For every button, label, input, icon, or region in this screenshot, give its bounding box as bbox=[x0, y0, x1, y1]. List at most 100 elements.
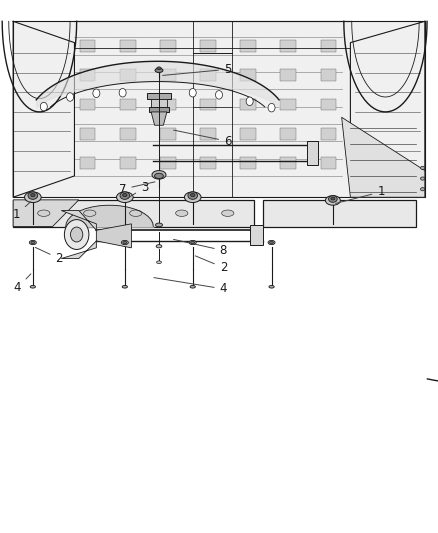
Text: 6: 6 bbox=[173, 130, 232, 148]
Circle shape bbox=[215, 91, 223, 99]
Ellipse shape bbox=[328, 196, 337, 203]
Bar bbox=[80, 99, 95, 110]
Polygon shape bbox=[61, 211, 96, 230]
Bar bbox=[321, 157, 336, 169]
Bar bbox=[160, 69, 176, 81]
Bar bbox=[147, 93, 171, 99]
Circle shape bbox=[93, 89, 100, 98]
Ellipse shape bbox=[155, 173, 163, 179]
Circle shape bbox=[40, 102, 47, 111]
Text: 1: 1 bbox=[13, 201, 31, 221]
Ellipse shape bbox=[157, 67, 161, 69]
Bar bbox=[280, 69, 296, 81]
Ellipse shape bbox=[38, 210, 50, 216]
Bar bbox=[321, 128, 336, 140]
Ellipse shape bbox=[331, 197, 335, 200]
Bar bbox=[200, 69, 216, 81]
Ellipse shape bbox=[269, 286, 274, 288]
Bar bbox=[200, 40, 216, 52]
Bar bbox=[160, 128, 176, 140]
Bar bbox=[200, 99, 216, 110]
Circle shape bbox=[268, 103, 275, 112]
Ellipse shape bbox=[84, 210, 96, 216]
Ellipse shape bbox=[156, 245, 162, 248]
Text: 3: 3 bbox=[127, 181, 148, 198]
Ellipse shape bbox=[269, 241, 273, 244]
Bar bbox=[160, 157, 176, 169]
Bar bbox=[280, 40, 296, 52]
Bar bbox=[120, 157, 136, 169]
Bar bbox=[280, 128, 296, 140]
Ellipse shape bbox=[29, 240, 36, 245]
Text: 2: 2 bbox=[195, 256, 227, 274]
Circle shape bbox=[189, 88, 196, 97]
Polygon shape bbox=[13, 21, 425, 197]
Ellipse shape bbox=[222, 210, 234, 216]
Polygon shape bbox=[151, 112, 167, 125]
Ellipse shape bbox=[268, 240, 275, 245]
Polygon shape bbox=[342, 117, 425, 197]
Ellipse shape bbox=[325, 196, 340, 205]
Bar bbox=[120, 40, 136, 52]
Text: 2: 2 bbox=[35, 247, 63, 265]
Bar bbox=[280, 99, 296, 110]
Bar bbox=[151, 99, 167, 108]
Circle shape bbox=[67, 93, 74, 101]
Ellipse shape bbox=[420, 177, 425, 180]
Bar bbox=[120, 69, 136, 81]
Bar bbox=[200, 157, 216, 169]
Bar bbox=[149, 107, 169, 112]
Bar bbox=[250, 225, 263, 245]
Ellipse shape bbox=[31, 193, 35, 197]
Circle shape bbox=[119, 88, 126, 97]
Ellipse shape bbox=[188, 192, 198, 199]
Ellipse shape bbox=[28, 192, 38, 199]
Ellipse shape bbox=[191, 193, 195, 197]
Polygon shape bbox=[13, 200, 79, 227]
Ellipse shape bbox=[123, 193, 127, 197]
Ellipse shape bbox=[123, 241, 127, 244]
Bar bbox=[240, 40, 256, 52]
Circle shape bbox=[64, 220, 89, 249]
Circle shape bbox=[71, 227, 83, 242]
Bar bbox=[240, 157, 256, 169]
Ellipse shape bbox=[190, 286, 195, 288]
Bar bbox=[240, 128, 256, 140]
Ellipse shape bbox=[122, 286, 127, 288]
Ellipse shape bbox=[176, 210, 188, 216]
Bar bbox=[321, 69, 336, 81]
Bar bbox=[80, 128, 95, 140]
Bar bbox=[200, 128, 216, 140]
Bar bbox=[80, 69, 95, 81]
Ellipse shape bbox=[420, 188, 425, 191]
Bar bbox=[160, 99, 176, 110]
Bar bbox=[240, 99, 256, 110]
Ellipse shape bbox=[191, 241, 195, 244]
Ellipse shape bbox=[31, 241, 35, 244]
Bar bbox=[240, 69, 256, 81]
Text: 7: 7 bbox=[119, 182, 155, 196]
Bar bbox=[321, 40, 336, 52]
Ellipse shape bbox=[155, 68, 163, 72]
Ellipse shape bbox=[117, 192, 133, 203]
Ellipse shape bbox=[120, 192, 130, 199]
Bar bbox=[120, 128, 136, 140]
Ellipse shape bbox=[189, 240, 196, 245]
Bar bbox=[307, 141, 318, 165]
Ellipse shape bbox=[121, 240, 128, 245]
Polygon shape bbox=[13, 200, 254, 227]
Bar bbox=[280, 157, 296, 169]
Text: 8: 8 bbox=[173, 239, 227, 257]
Bar bbox=[80, 157, 95, 169]
Text: 5: 5 bbox=[162, 63, 231, 76]
Ellipse shape bbox=[130, 210, 142, 216]
Ellipse shape bbox=[25, 192, 41, 203]
Ellipse shape bbox=[420, 166, 425, 169]
Ellipse shape bbox=[152, 171, 166, 179]
Bar bbox=[80, 40, 95, 52]
Ellipse shape bbox=[30, 286, 35, 288]
Polygon shape bbox=[96, 224, 131, 248]
Ellipse shape bbox=[184, 192, 201, 203]
Bar bbox=[321, 99, 336, 110]
Text: 1: 1 bbox=[336, 185, 385, 204]
